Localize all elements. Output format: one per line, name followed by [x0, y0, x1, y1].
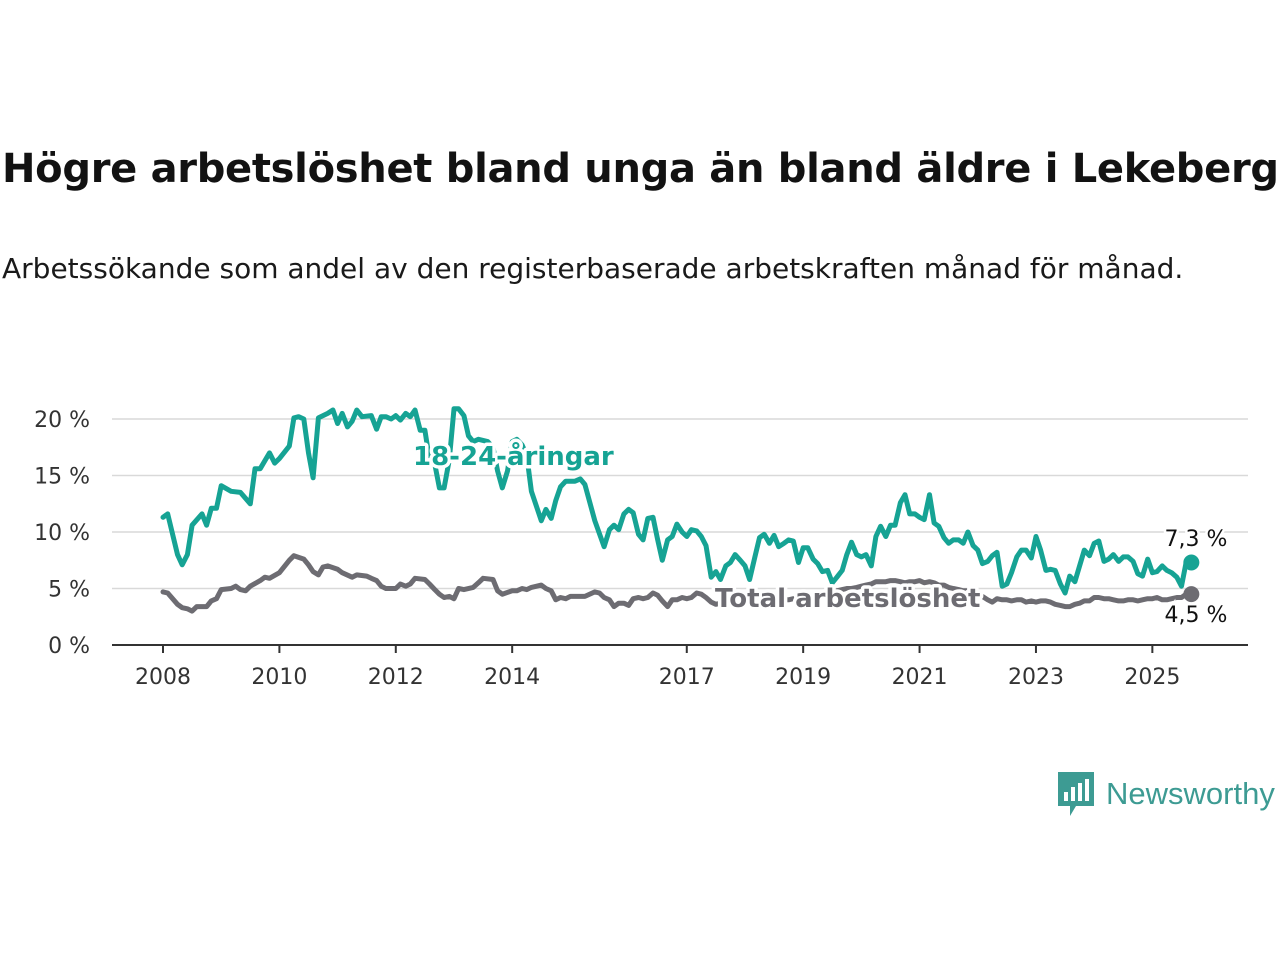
series-lines — [160, 406, 1200, 614]
chart-title: Högre arbetslöshet bland unga än bland ä… — [2, 146, 1279, 192]
x-tick-label: 2021 — [892, 665, 948, 690]
chart-subtitle: Arbetssökande som andel av den registerb… — [2, 252, 1184, 285]
series-label-total: Total arbetslöshet — [715, 584, 980, 614]
y-tick-label: 20 % — [34, 408, 90, 433]
x-tick-label: 2012 — [368, 665, 424, 690]
series-line-youth — [160, 406, 1194, 596]
newsworthy-logo: Newsworthy — [1058, 772, 1275, 816]
x-tick-label: 2025 — [1124, 665, 1180, 690]
line-chart: 0 %5 %10 %15 %20 % 2008 2010 2012 2014 2017 2… — [34, 406, 1248, 690]
end-value-label-youth: 7,3 % — [1165, 527, 1228, 552]
series-labels: 18-24-åringar Total arbetslöshet 7,3 % 4,5 … — [410, 437, 1230, 631]
series-line-total — [160, 553, 1194, 614]
y-tick-label: 10 % — [34, 521, 90, 546]
x-tick-label: 2017 — [659, 665, 715, 690]
x-axis-ticks: 2008 2010 2012 2014 2017 2019 2021 2023 2025 — [135, 645, 1180, 690]
gridlines — [112, 418, 1248, 590]
y-tick-label: 0 % — [48, 634, 90, 659]
newsworthy-bar-chart-icon — [1058, 772, 1094, 816]
y-tick-label: 5 % — [48, 578, 90, 603]
end-point-youth — [1183, 554, 1200, 571]
x-tick-label: 2023 — [1008, 665, 1064, 690]
series-label-youth: 18-24-åringar — [413, 440, 614, 472]
end-value-label-total: 4,5 % — [1165, 603, 1228, 628]
y-tick-label: 15 % — [34, 465, 90, 490]
end-point-total — [1183, 586, 1200, 603]
x-tick-label: 2008 — [135, 665, 191, 690]
x-tick-label: 2019 — [775, 665, 831, 690]
x-tick-label: 2014 — [484, 665, 540, 690]
newsworthy-logo-text: Newsworthy — [1106, 776, 1275, 811]
y-axis-ticks: 0 % 5 % 10 % 15 % 20 % — [34, 408, 90, 659]
x-tick-label: 2010 — [251, 665, 307, 690]
